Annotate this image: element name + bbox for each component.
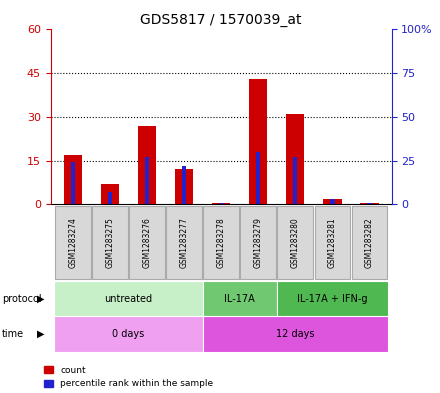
Bar <box>175 169 193 204</box>
FancyBboxPatch shape <box>352 206 387 279</box>
Bar <box>293 157 297 204</box>
Text: untreated: untreated <box>104 294 153 304</box>
FancyBboxPatch shape <box>55 206 91 279</box>
FancyBboxPatch shape <box>54 281 202 316</box>
Bar <box>138 126 156 204</box>
Text: IL-17A: IL-17A <box>224 294 255 304</box>
Bar <box>212 203 231 204</box>
Bar <box>367 203 372 204</box>
Text: ▶: ▶ <box>37 294 44 304</box>
FancyBboxPatch shape <box>277 281 388 316</box>
FancyBboxPatch shape <box>202 281 277 316</box>
Bar <box>101 184 119 204</box>
Bar <box>330 199 334 204</box>
Text: 12 days: 12 days <box>276 329 315 339</box>
Bar <box>108 192 112 204</box>
FancyBboxPatch shape <box>92 206 128 279</box>
FancyBboxPatch shape <box>203 206 239 279</box>
Legend: count, percentile rank within the sample: count, percentile rank within the sample <box>44 366 213 389</box>
Text: ▶: ▶ <box>37 329 44 339</box>
Text: GSM1283279: GSM1283279 <box>254 217 263 268</box>
FancyBboxPatch shape <box>166 206 202 279</box>
Bar <box>145 157 149 204</box>
Text: IL-17A + IFN-g: IL-17A + IFN-g <box>297 294 367 304</box>
FancyBboxPatch shape <box>278 206 313 279</box>
FancyBboxPatch shape <box>240 206 276 279</box>
Text: GSM1283278: GSM1283278 <box>216 217 226 268</box>
Text: GSM1283276: GSM1283276 <box>143 217 151 268</box>
Text: protocol: protocol <box>2 294 42 304</box>
Text: 0 days: 0 days <box>112 329 145 339</box>
Bar <box>219 203 224 204</box>
FancyBboxPatch shape <box>129 206 165 279</box>
Text: GSM1283280: GSM1283280 <box>291 217 300 268</box>
Text: time: time <box>2 329 24 339</box>
Title: GDS5817 / 1570039_at: GDS5817 / 1570039_at <box>140 13 302 27</box>
Text: GSM1283282: GSM1283282 <box>365 217 374 268</box>
FancyBboxPatch shape <box>54 316 202 352</box>
Bar <box>256 152 260 204</box>
Bar <box>323 198 341 204</box>
Text: GSM1283274: GSM1283274 <box>68 217 77 268</box>
Bar <box>63 155 82 204</box>
FancyBboxPatch shape <box>202 316 388 352</box>
Text: GSM1283281: GSM1283281 <box>328 217 337 268</box>
Text: GSM1283277: GSM1283277 <box>180 217 188 268</box>
FancyBboxPatch shape <box>315 206 350 279</box>
Bar <box>249 79 268 204</box>
Bar <box>182 166 186 204</box>
Text: GSM1283275: GSM1283275 <box>106 217 114 268</box>
Bar <box>70 162 75 204</box>
Bar <box>286 114 304 204</box>
